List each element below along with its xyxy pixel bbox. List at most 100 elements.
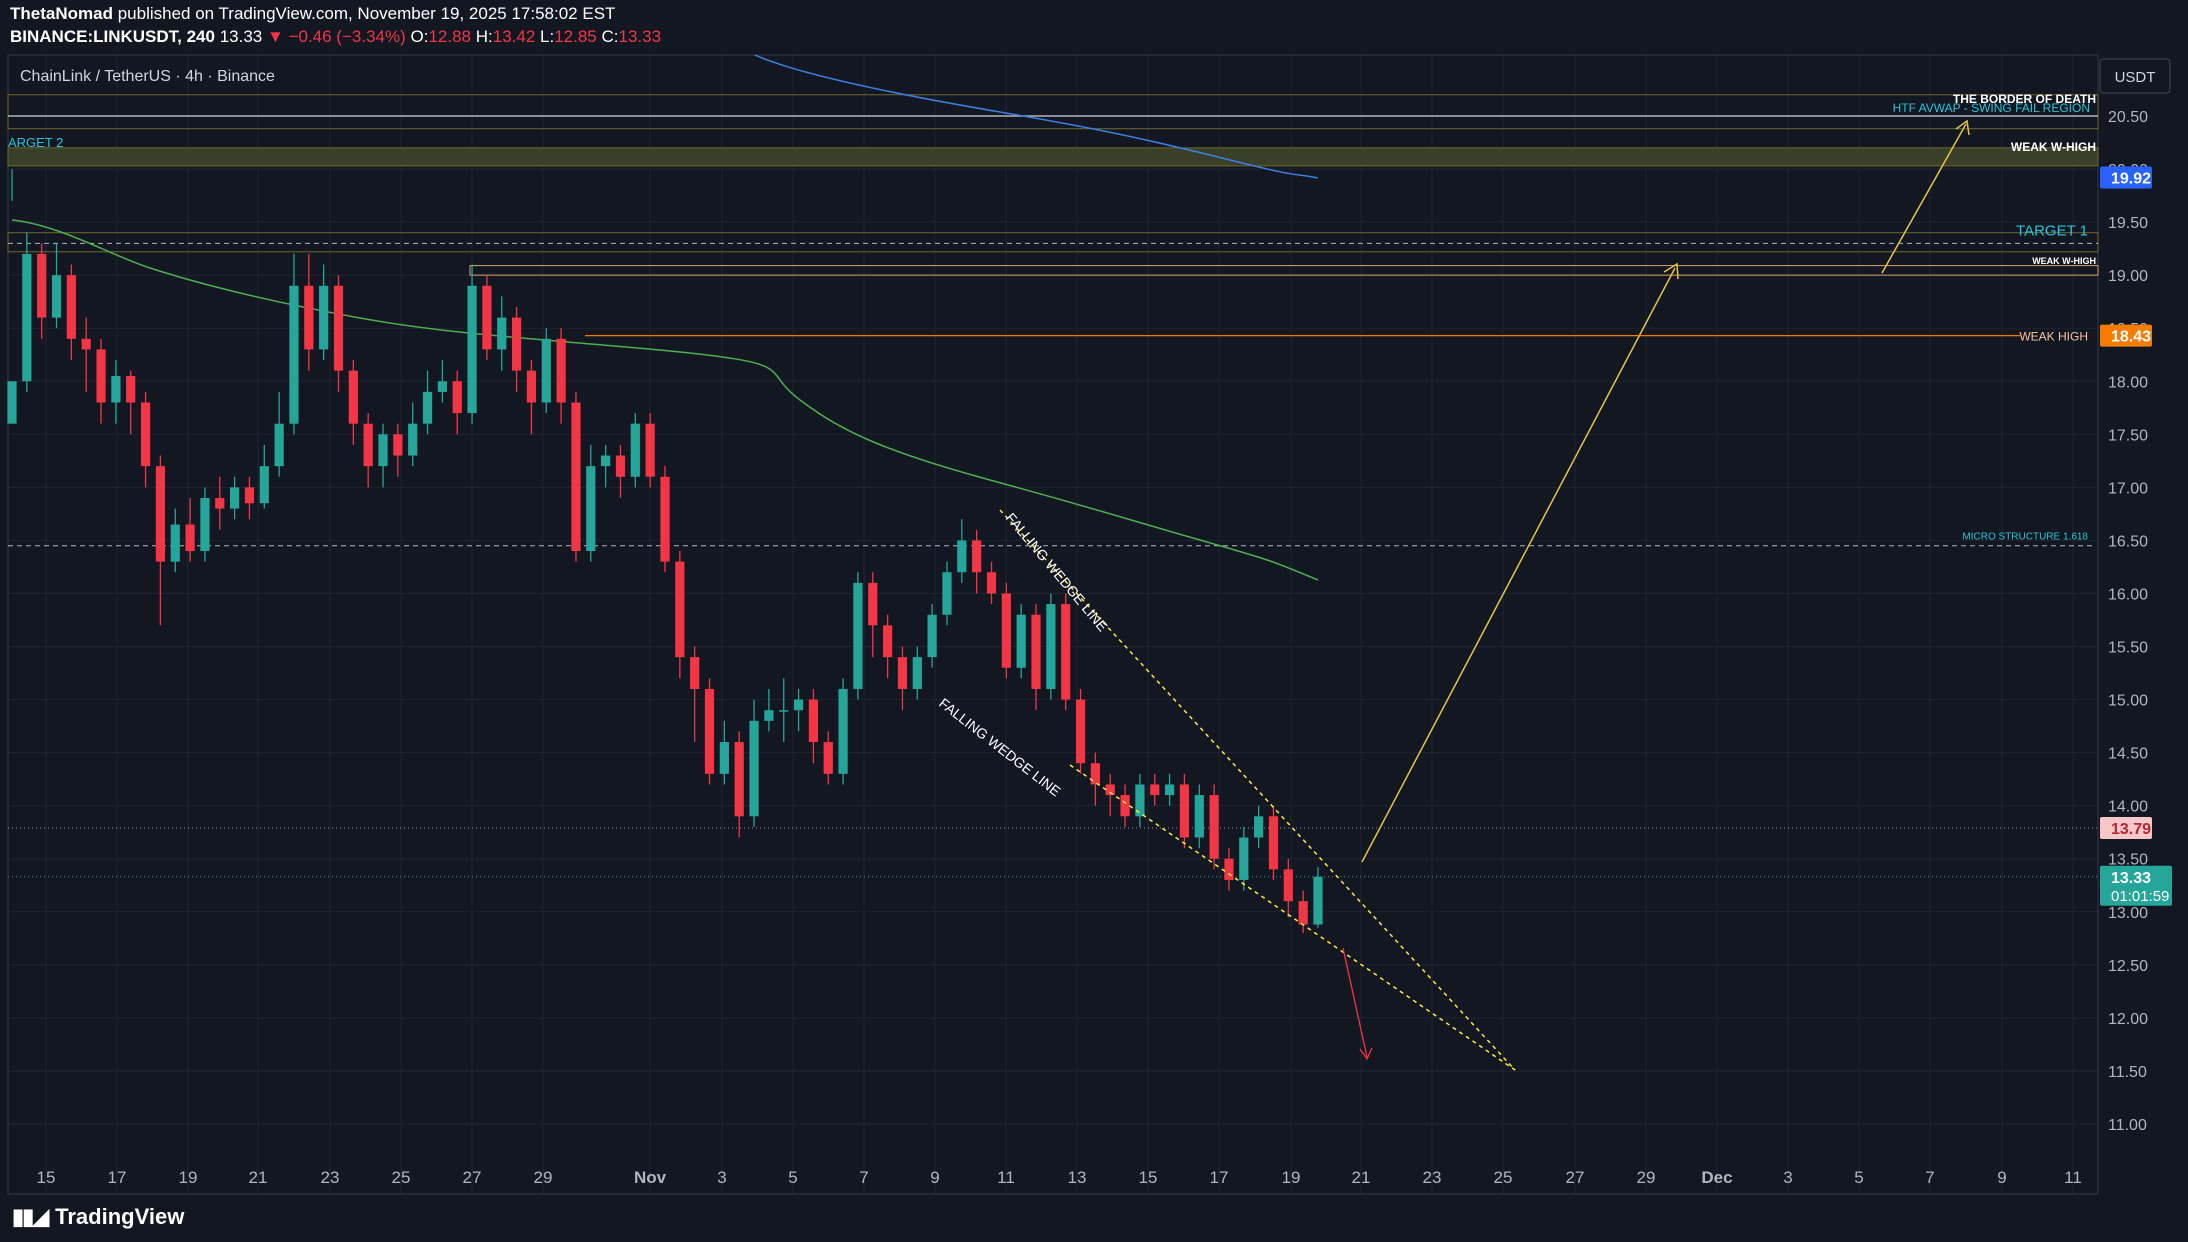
candle-body — [749, 720, 759, 817]
currency-label: USDT — [2115, 69, 2156, 86]
time-tick-label: Nov — [634, 1168, 667, 1187]
price-axis[interactable]: 11.00 11.50 12.00 12.50 13.00 13.50 14.00 14.50… — [2100, 109, 2172, 1134]
price-tag — [2100, 865, 2172, 906]
candle-body — [230, 487, 240, 509]
wedge-label-lower: FALLING WEDGE LINE — [936, 695, 1064, 800]
candle-body — [868, 582, 878, 626]
level-label-border-of-death: THE BORDER OF DEATH — [1953, 92, 2096, 106]
candle-body — [1254, 816, 1264, 838]
chart-grid — [8, 55, 2098, 1194]
candle-body — [630, 423, 640, 477]
change-arrow-icon: ▼ — [267, 27, 284, 46]
downside-arrow-head — [1359, 1047, 1373, 1061]
candle-body — [511, 317, 522, 371]
time-tick-label: 3 — [1783, 1168, 1792, 1187]
candle-body — [96, 349, 106, 403]
candle-body — [704, 688, 715, 774]
time-tick-label: 9 — [1997, 1168, 2006, 1187]
time-tick-label: 13 — [1068, 1168, 1087, 1187]
high-value: 13.42 — [492, 27, 536, 46]
candle-body — [838, 688, 848, 774]
candle-body — [1075, 699, 1086, 764]
candle-body — [1120, 795, 1130, 817]
candle-body — [422, 391, 433, 424]
candle-body — [1313, 876, 1323, 925]
candle-body — [853, 582, 863, 689]
level-label-htf-avwap: HTF AVWAP - SWING FAIL REGION — [1893, 101, 2090, 115]
time-axis[interactable]: 15 17 19 21 23 25 27 29 Nov 3 5 7 9 11 13 15 17 19 21 23 25 2… — [37, 1168, 2082, 1187]
level-label-weak-w-high-2: WEAK W-HIGH — [2032, 256, 2096, 266]
candle-body — [942, 572, 952, 615]
footer-brand: ▮▮◢ TradingView — [12, 1204, 184, 1230]
price-tick-label: 14.50 — [2108, 746, 2148, 763]
swing-fail-zone — [7, 94, 2099, 130]
price-tag-label: 13.33 — [2111, 870, 2151, 887]
time-tick-label: 21 — [249, 1168, 268, 1187]
candle-body — [51, 275, 62, 318]
price-tick-label: 16.50 — [2108, 533, 2148, 550]
candle-body — [378, 434, 388, 467]
candle-body — [363, 423, 373, 467]
candle-body — [690, 657, 700, 689]
time-tick-label: 17 — [108, 1168, 127, 1187]
candle-body — [1016, 614, 1026, 668]
candle-body — [734, 742, 744, 817]
candle-body — [319, 285, 329, 350]
candle-body — [897, 657, 908, 689]
level-label-weak-high: WEAK HIGH — [2019, 330, 2088, 344]
level-label-target-2: ARGET 2 — [8, 135, 63, 150]
candles — [7, 169, 1323, 934]
candle-body — [719, 742, 729, 774]
price-tick-label: 17.50 — [2108, 427, 2148, 444]
price-tick-label: 14.00 — [2108, 799, 2148, 816]
brand-name[interactable]: TradingView — [55, 1204, 185, 1229]
candle-body — [140, 402, 151, 467]
candle-body — [393, 434, 403, 456]
candle-body — [1239, 837, 1249, 880]
candle-body — [497, 317, 507, 350]
time-tick-label: 15 — [1139, 1168, 1158, 1187]
candle-body — [541, 338, 551, 403]
avwap-blue-line — [754, 54, 1319, 179]
level-label-micro-structure: MICRO STRUCTURE 1.618 — [1962, 532, 2088, 543]
time-tick-label: 19 — [1282, 1168, 1301, 1187]
currency-button[interactable] — [2099, 58, 2171, 94]
price-tick-label: 13.00 — [2108, 905, 2148, 922]
author-name[interactable]: ThetaNomad — [10, 4, 113, 23]
last-price: 13.33 — [219, 27, 263, 46]
candle-body — [482, 285, 492, 350]
candle-body — [1283, 869, 1293, 902]
candle-body — [793, 699, 804, 711]
candle-body — [912, 657, 922, 689]
candle-body — [764, 710, 774, 721]
time-tick-label: 19 — [179, 1168, 198, 1187]
candle-body — [1001, 593, 1011, 668]
price-tick-label: 18.00 — [2108, 374, 2148, 391]
candle-body — [645, 423, 655, 477]
time-tick-label: 23 — [321, 1168, 340, 1187]
time-tick-label: 9 — [930, 1168, 939, 1187]
candle-body — [972, 540, 982, 573]
candle-body — [1224, 858, 1234, 880]
avwap-green-line — [11, 219, 1319, 581]
candle-body — [1061, 604, 1071, 700]
candle-body — [1031, 614, 1041, 689]
wedge-upper-line — [999, 509, 1516, 1071]
candle-body — [808, 699, 819, 743]
downside-arrow — [1342, 947, 1368, 1058]
price-tick-label: 12.00 — [2108, 1011, 2148, 1028]
time-tick-label: 7 — [1925, 1168, 1934, 1187]
symbol-name[interactable]: BINANCE:LINKUSDT, 240 — [10, 27, 215, 46]
candle-body — [675, 561, 685, 658]
candle-body — [66, 275, 76, 339]
candle-body — [244, 487, 255, 504]
countdown-label: 01:01:59 — [2111, 888, 2169, 905]
candle-body — [957, 540, 967, 573]
time-tick-label: 3 — [717, 1168, 726, 1187]
candle-body — [1268, 816, 1279, 870]
arrow-head-1 — [1663, 262, 1679, 280]
target-arrow-1 — [1361, 267, 1676, 863]
candle-body — [779, 710, 789, 712]
